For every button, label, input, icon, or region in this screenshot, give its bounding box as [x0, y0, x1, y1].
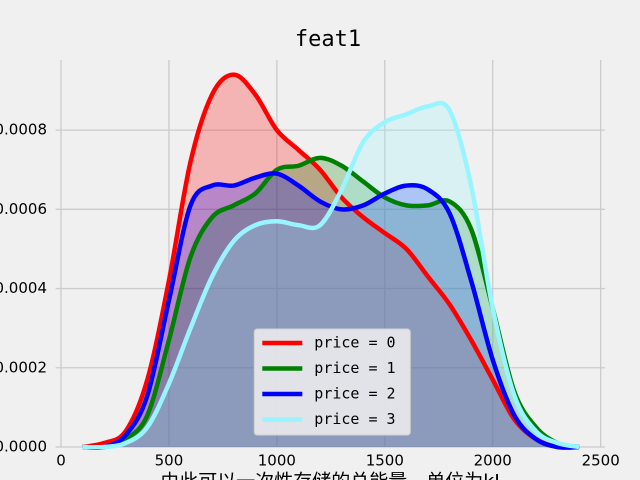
density-line [82, 72, 580, 450]
chart-title: feat1 [295, 27, 361, 52]
legend-label: price = 3 [314, 410, 395, 428]
density-line [82, 171, 580, 451]
legend: price = 0 price = 1 price = 2 price = 3 [253, 328, 411, 436]
x-tick-label: 1000 [258, 452, 296, 470]
density-area [82, 173, 580, 448]
x-tick-label: 2000 [474, 452, 512, 470]
density-line [82, 100, 580, 450]
x-tick-label: 1500 [366, 452, 404, 470]
x-tick-label: 2500 [582, 452, 620, 470]
density-area [82, 74, 580, 448]
legend-label: price = 0 [314, 334, 395, 352]
legend-box [253, 328, 411, 436]
x-axis-label: 由此可以一次性存储的总能量，单位为kJ [160, 471, 500, 480]
y-tick-label: 0.0006 [0, 200, 47, 218]
legend-label: price = 2 [314, 385, 395, 403]
x-tick-label: 500 [155, 452, 184, 470]
y-tick-label: 0.0008 [0, 121, 47, 139]
x-tick-label: 0 [56, 452, 66, 470]
y-tick-label: 0.0000 [0, 438, 47, 456]
density-area [82, 102, 580, 448]
y-tick-label: 0.0004 [0, 279, 47, 297]
legend-label: price = 1 [314, 359, 395, 377]
y-tick-label: 0.0002 [0, 358, 47, 376]
